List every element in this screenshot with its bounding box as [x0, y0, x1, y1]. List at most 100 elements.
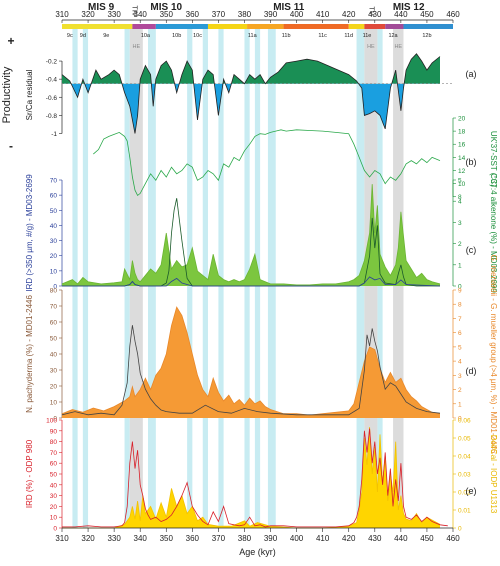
- panel-e-label: (e): [466, 486, 477, 496]
- panel-e-left-axis-tick-label: 10: [50, 515, 58, 522]
- panel-e-right-axis-tick-label: 0.01: [458, 508, 471, 515]
- panel-b-series-0-line: [93, 129, 441, 197]
- top-tick-label: 350: [160, 10, 174, 19]
- panel-d-left-axis-tick-label: 70: [50, 304, 58, 311]
- panel-d-left-axis-tick-label: 80: [50, 288, 58, 295]
- bottom-tick-label: 340: [134, 534, 148, 543]
- panel-c-label: (c): [466, 245, 477, 255]
- panel-e-series-0-fill: [62, 427, 440, 528]
- panel-d-series-1-line: [61, 325, 441, 416]
- panel-d-left-axis-tick-label: 40: [50, 352, 58, 359]
- substage-label: 10b: [172, 33, 181, 39]
- panel-a-left-axis-title: Sr/Ca residual: [25, 69, 34, 120]
- panel-e-series-1-line: [62, 428, 448, 528]
- panel-c-right-axis-tick-label: 4: [458, 199, 462, 206]
- he-label: HE: [394, 44, 402, 50]
- panel-d-right-axis-tick-label: 2: [458, 387, 462, 394]
- panel-a-left-axis-tick-label: -0.8: [46, 113, 58, 120]
- sr-ca-positive-fill: [62, 53, 440, 84]
- cyan-band: [82, 28, 89, 528]
- panel-d-left-axis-tick-label: 50: [50, 336, 58, 343]
- substage-label: 9e: [103, 33, 109, 39]
- panel-a-left-axis-tick-label: -0.6: [46, 95, 58, 102]
- panel-d-left-axis-title: N. pachyderma (%) - MD01-2446: [25, 295, 34, 413]
- stage-bar-segment: [364, 24, 386, 29]
- bottom-tick-label: 410: [316, 534, 330, 543]
- panel-e-left-axis-tick-label: 70: [50, 450, 58, 457]
- he-label: HE: [367, 44, 375, 50]
- stage-bar-segment: [348, 24, 365, 29]
- bottom-tick-label: 440: [394, 534, 408, 543]
- sr-ca-negative-fill: [62, 83, 440, 134]
- stage-bar-segment: [247, 24, 284, 29]
- cyan-band: [72, 28, 78, 528]
- panel-b-right-axis-tick-label: 20: [458, 116, 466, 123]
- stage-bar-segment: [283, 24, 349, 29]
- substage-label: 9d: [80, 33, 86, 39]
- sr-ca-line: [61, 53, 441, 134]
- panel-e-left-axis-tick-label: 60: [50, 461, 58, 468]
- cyan-band: [267, 28, 276, 528]
- mis-label: MIS 11: [273, 2, 305, 13]
- substage-label: 11e: [363, 33, 372, 39]
- panel-c-left-axis-tick-label: 60: [50, 193, 58, 200]
- panel-d-right-axis-tick-label: 6: [458, 330, 462, 337]
- top-tick-label: 430: [368, 10, 382, 19]
- bottom-tick-label: 310: [55, 534, 69, 543]
- mis-label: MIS 10: [150, 2, 182, 13]
- panel-c-left-axis-tick-label: 50: [50, 208, 58, 215]
- stage-bar-segment: [62, 24, 133, 29]
- top-tick-label: 360: [186, 10, 200, 19]
- panel-c-right-axis-tick-label: 1: [458, 262, 462, 269]
- panel-b-right-axis-tick-label: 14: [458, 155, 466, 162]
- substage-label: 12b: [422, 33, 431, 39]
- bottom-tick-label: 400: [290, 534, 304, 543]
- panel-b-label: (b): [466, 157, 477, 167]
- top-tick-label: 320: [81, 10, 95, 19]
- panel-e-left-axis-tick-label: 30: [50, 493, 58, 500]
- stage-bar-segment: [403, 24, 453, 29]
- bottom-tick-label: 450: [420, 534, 434, 543]
- bottom-tick-label: 320: [81, 534, 95, 543]
- panel-b-right-axis-tick-label: 10: [458, 181, 466, 188]
- panel-d-right-axis-tick-label: 8: [458, 302, 462, 309]
- panel-e-right-axis-title: Dol/Cal - IODP U1313: [489, 435, 498, 514]
- panel-e-left-axis-tick-label: 100: [46, 418, 57, 425]
- panel-d-left-axis-tick-label: 0: [53, 416, 57, 423]
- top-tick-label: 410: [316, 10, 330, 19]
- top-tick-label: 370: [212, 10, 226, 19]
- substage-label: 11b: [282, 33, 291, 39]
- bottom-tick-label: 460: [446, 534, 460, 543]
- top-tick-label: 450: [420, 10, 434, 19]
- substage-label: 10c: [193, 33, 202, 39]
- panel-d-right-axis-tick-label: 9: [458, 288, 462, 295]
- x-axis-title: Age (kyr): [239, 547, 276, 557]
- panel-e-right-axis-tick-label: 0.04: [458, 454, 471, 461]
- panel-b-right-axis-tick-label: 12: [458, 168, 466, 175]
- panel-d-left-axis-tick-label: 30: [50, 368, 58, 375]
- panel-b-right-axis-title: UK'37-SST (°C): [489, 131, 498, 187]
- panel-d-series-0-fill: [62, 307, 440, 418]
- panel-c-left-axis-tick-label: 40: [50, 223, 58, 230]
- panel-e-right-axis-tick-label: 0: [458, 526, 462, 533]
- bottom-tick-label: 420: [342, 534, 356, 543]
- top-tick-label: 310: [55, 10, 69, 19]
- substage-label: 9c: [67, 33, 73, 39]
- panel-d-left-axis-tick-label: 20: [50, 384, 58, 391]
- panel-e-right-axis-tick-label: 0.03: [458, 472, 471, 479]
- productivity-plus: +: [7, 34, 14, 48]
- panel-c-left-axis-title: IRD (>350 µm, #/g) - MD03-2699: [25, 174, 34, 292]
- top-tick-label: 380: [238, 10, 252, 19]
- panel-c-series-0-line: [61, 184, 441, 286]
- termination-label: TIV: [130, 6, 137, 17]
- panel-e-left-axis-tick-label: 20: [50, 504, 58, 511]
- panel-c-left-axis-tick-label: 0: [53, 284, 57, 291]
- stage-bar-segment: [132, 24, 156, 29]
- panel-e-right-axis-tick-label: 0.02: [458, 490, 471, 497]
- panel-d-right-axis-tick-label: 5: [458, 344, 462, 351]
- panel-e-right-axis-tick-label: 0.06: [458, 418, 471, 425]
- termination-label: TV: [368, 7, 375, 16]
- mis-label: MIS 12: [393, 2, 425, 13]
